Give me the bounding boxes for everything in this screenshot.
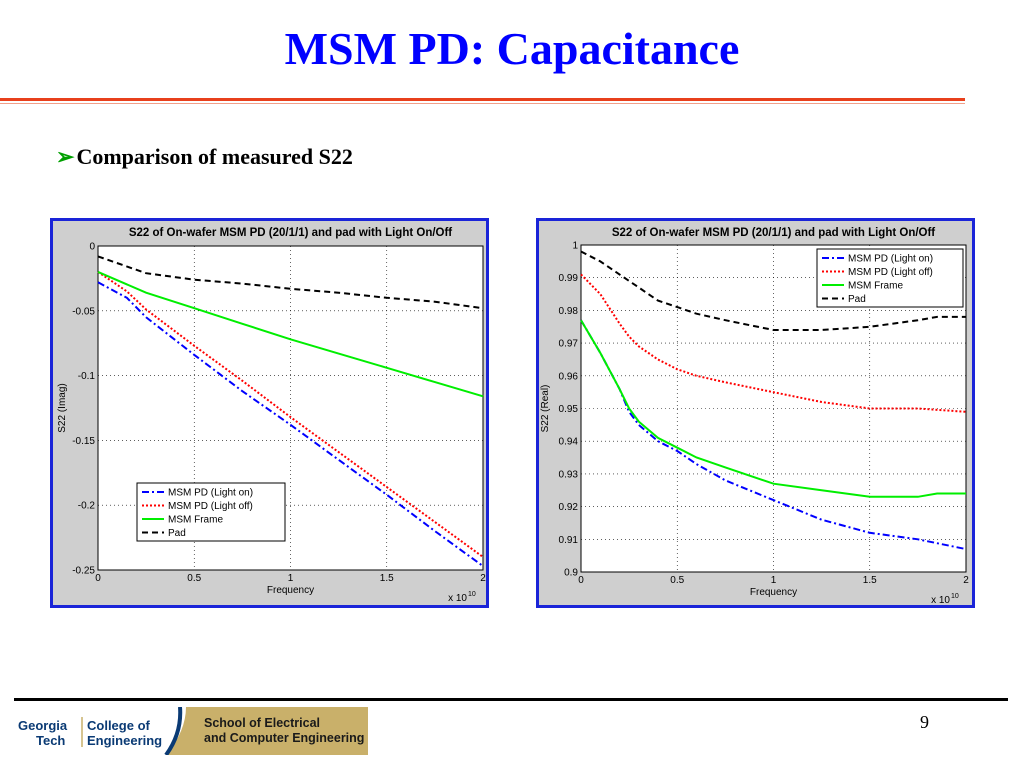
x-tick-label: 2 <box>480 573 486 584</box>
chart-title: S22 of On-wafer MSM PD (20/1/1) and pad … <box>129 227 452 239</box>
x-tick-label: 1.5 <box>863 575 877 586</box>
series-line <box>580 319 966 498</box>
legend-label: MSM PD (Light on) <box>168 488 253 499</box>
chart-s22-imag: S22 of On-wafer MSM PD (20/1/1) and pad … <box>50 218 489 608</box>
x-axis-label: Frequency <box>750 587 797 598</box>
series-line <box>580 273 967 413</box>
footer-divider <box>14 698 1008 701</box>
y-tick-label: 0 <box>89 242 95 253</box>
legend-label: MSM Frame <box>168 515 223 526</box>
y-tick-label: 0.91 <box>559 535 579 546</box>
y-tick-label: -0.25 <box>72 566 95 577</box>
chart-title: S22 of On-wafer MSM PD (20/1/1) and pad … <box>612 227 935 239</box>
legend-label: Pad <box>848 294 866 305</box>
chart-legend <box>136 482 286 542</box>
x-tick-label: 1 <box>771 575 777 586</box>
x-multiplier-label: x 10 <box>931 595 950 605</box>
title-divider-shadow <box>0 103 965 104</box>
y-tick-label: -0.05 <box>72 306 95 317</box>
x-tick-label: 0.5 <box>187 573 201 584</box>
logo-engineering: Engineering <box>87 733 162 748</box>
x-tick-label: 1 <box>288 573 294 584</box>
legend-label: MSM Frame <box>848 281 903 292</box>
x-multiplier-label: x 10 <box>448 593 467 604</box>
x-tick-label: 0 <box>95 573 101 584</box>
y-tick-label: -0.2 <box>78 501 96 512</box>
series-line <box>97 255 484 310</box>
y-tick-label: -0.1 <box>78 371 96 382</box>
logo-school-line2: and Computer Engineering <box>204 731 364 745</box>
series-line <box>97 270 484 398</box>
georgia-tech-ece-logo: Georgia Tech College of Engineering Scho… <box>16 707 368 755</box>
logo-gold-band <box>166 707 368 755</box>
x-axis-label: Frequency <box>267 585 314 596</box>
x-tick-label: 0.5 <box>670 575 684 586</box>
title-divider <box>0 98 965 101</box>
logo-tech: Tech <box>36 733 65 748</box>
x-tick-label: 1.5 <box>380 573 394 584</box>
legend-label: Pad <box>168 528 186 539</box>
x-tick-label: 2 <box>963 575 969 586</box>
arrow-bullet-icon: ➢ <box>56 144 75 169</box>
y-axis-label: S22 (Imag) <box>57 383 68 432</box>
y-tick-label: 0.99 <box>559 273 579 284</box>
series-line <box>97 281 484 567</box>
y-tick-label: 0.96 <box>559 371 579 382</box>
y-tick-label: 0.93 <box>559 469 579 480</box>
legend-label: MSM PD (Light off) <box>168 501 253 512</box>
x-multiplier-exponent: 10 <box>951 593 959 600</box>
x-multiplier-exponent: 10 <box>468 591 476 598</box>
legend-label: MSM PD (Light off) <box>848 267 933 278</box>
legend-label: MSM PD (Light on) <box>848 254 933 265</box>
y-tick-label: 1 <box>572 241 578 252</box>
bullet-item: ➢Comparison of measured S22 <box>56 144 353 170</box>
y-tick-label: 0.92 <box>559 502 579 513</box>
y-axis-label: S22 (Real) <box>540 385 551 433</box>
page-number: 9 <box>920 712 929 732</box>
logo-georgia: Georgia <box>18 718 68 733</box>
y-tick-label: 0.98 <box>559 306 579 317</box>
chart-s22-real: S22 of On-wafer MSM PD (20/1/1) and pad … <box>536 218 975 608</box>
slide-title: MSM PD: Capacitance <box>284 23 740 74</box>
series-line <box>97 271 484 558</box>
logo-college: College of <box>87 718 151 733</box>
y-tick-label: 0.9 <box>564 568 578 579</box>
logo-swoosh <box>164 707 183 755</box>
y-tick-label: 0.97 <box>559 339 579 350</box>
x-tick-label: 0 <box>578 575 584 586</box>
logo-school-line1: School of Electrical <box>204 716 320 730</box>
bullet-text: Comparison of measured S22 <box>76 144 353 169</box>
y-tick-label: 0.94 <box>559 437 579 448</box>
chart-s22-real-svg: S22 of On-wafer MSM PD (20/1/1) and pad … <box>540 227 969 605</box>
y-tick-label: 0.95 <box>559 404 579 415</box>
y-tick-label: -0.15 <box>72 436 95 447</box>
chart-s22-imag-svg: S22 of On-wafer MSM PD (20/1/1) and pad … <box>57 227 486 604</box>
